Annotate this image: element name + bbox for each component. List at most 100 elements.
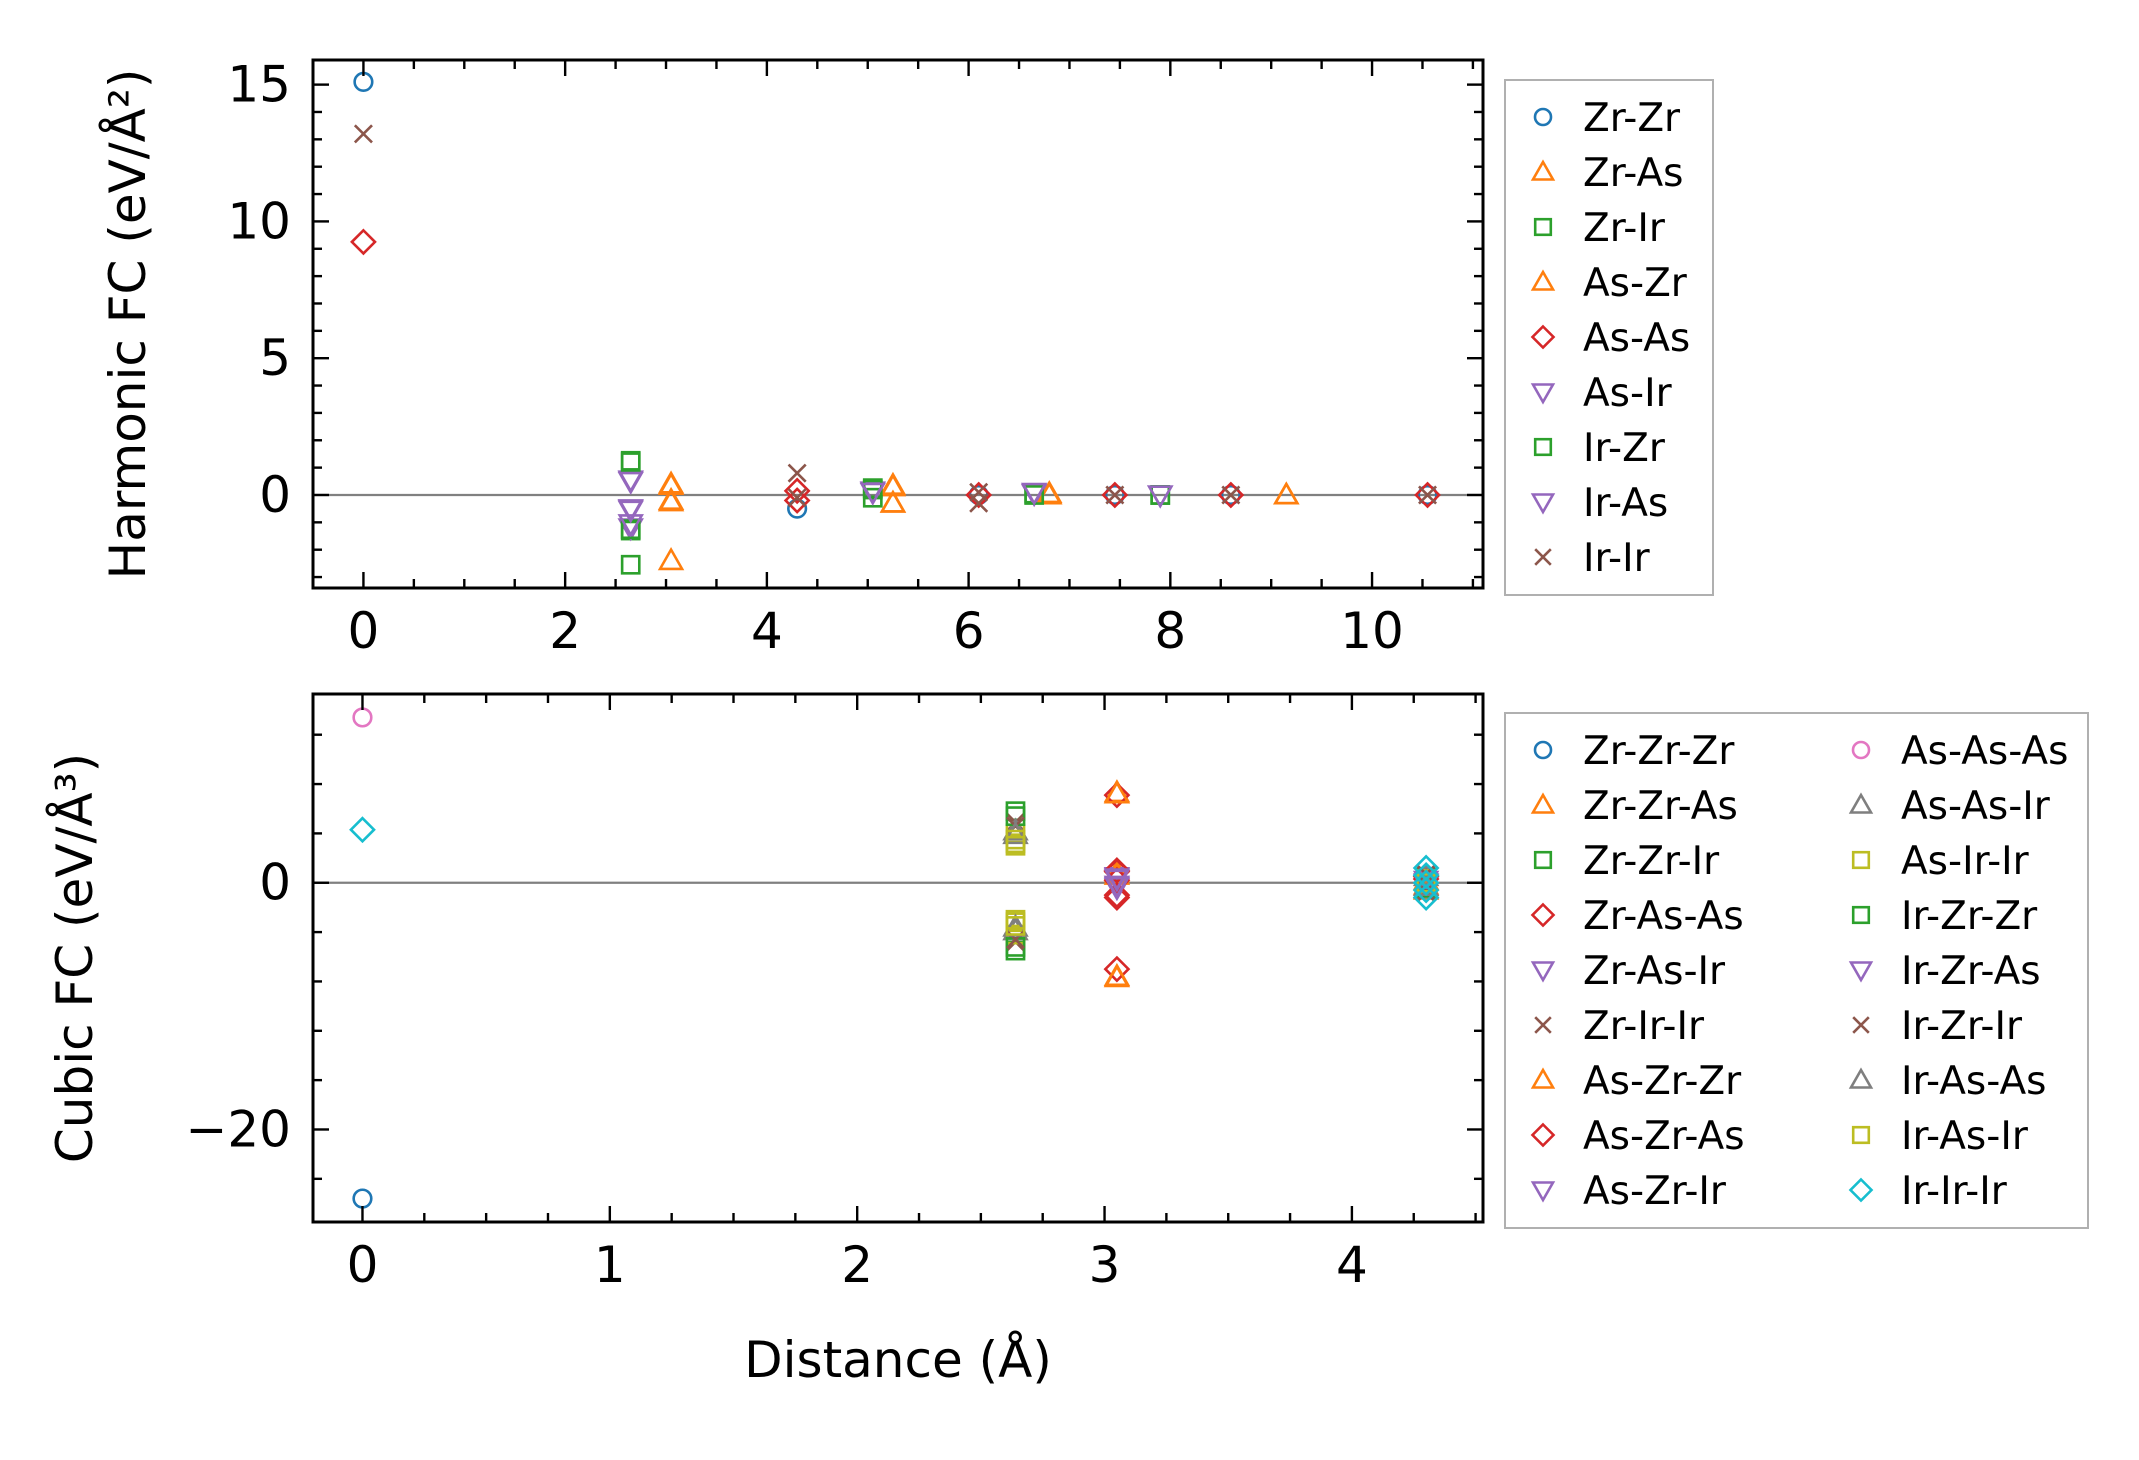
point-ir-ir-0: [353, 124, 373, 144]
legend-label-ir-zr: Ir-Zr: [1583, 426, 1666, 471]
point-zr-ir-2: [620, 554, 641, 575]
legend-label-as-as-ir: As-As-Ir: [1901, 784, 2051, 829]
legend-label-zr-ir: Zr-Ir: [1583, 206, 1666, 251]
point-ir-as-4: [1020, 482, 1048, 506]
y-tick-label: 15: [227, 56, 291, 114]
legend-marker-zr-as-ir: [1530, 961, 1556, 983]
legend-marker-as-zr: [1530, 269, 1556, 291]
point-zr-zr-5: [1417, 484, 1438, 506]
legend-marker-ir-as-ir: [1851, 1125, 1871, 1145]
legend-marker-zr-ir-ir: [1534, 1016, 1552, 1034]
legend-label-as-zr-zr: As-Zr-Zr: [1583, 1059, 1742, 1104]
x-axis-label: Distance (Å): [744, 1331, 1052, 1389]
legend-label-zr-as-as: Zr-As-As: [1583, 894, 1744, 939]
point-as-zr-zr-0: [1103, 780, 1131, 804]
point-ir-as-0: [617, 471, 644, 495]
point-ir-zr-as-0: [1103, 869, 1131, 893]
point-as-as-as-0: [352, 707, 373, 728]
legend-marker-ir-ir-ir: [1848, 1177, 1874, 1203]
legend-marker-ir-zr: [1533, 437, 1553, 457]
legend-label-as-as-as: As-As-As: [1901, 729, 2068, 774]
y-tick-label: 10: [227, 192, 291, 250]
x-tick-label: 2: [549, 602, 581, 660]
point-ir-ir-ir-4: [1412, 876, 1440, 904]
y-tick-label: 0: [259, 466, 291, 524]
legend-marker-as-zr-zr: [1530, 1067, 1556, 1089]
x-tick-label: 4: [751, 602, 783, 660]
point-zr-zr-4: [1220, 484, 1241, 506]
point-as-as-6: [1414, 481, 1441, 509]
legend-marker-ir-ir: [1534, 548, 1552, 566]
legend-label-ir-ir-ir: Ir-Ir-Ir: [1901, 1169, 2008, 1214]
point-as-zr-as-1: [1103, 881, 1131, 909]
legend-marker-zr-as: [1530, 159, 1556, 181]
ticks: [313, 694, 1483, 1222]
point-ir-as-ir-2: [1005, 835, 1026, 856]
point-ir-as-1: [617, 500, 644, 524]
legend-marker-as-as-ir: [1848, 792, 1874, 814]
ticks: [311, 60, 1483, 588]
legend-label-zr-zr-ir: Zr-Zr-Ir: [1583, 839, 1720, 884]
point-ir-ir-ir-5: [1412, 884, 1440, 911]
legend-label-zr-as-ir: Zr-As-Ir: [1583, 949, 1726, 994]
x-tick-label: 6: [953, 602, 985, 660]
legend-label-as-as: As-As: [1583, 316, 1690, 361]
legend-marker-zr-as-as: [1530, 902, 1556, 928]
legend-marker-zr-zr-ir: [1533, 850, 1553, 870]
point-as-as-2: [783, 487, 811, 514]
legend-label-zr-ir-ir: Zr-Ir-Ir: [1583, 1004, 1705, 1049]
point-ir-ir-1: [787, 463, 807, 483]
legend-label-ir-as: Ir-As: [1583, 481, 1668, 526]
y-axis-label: Harmonic FC (eV/Å²): [99, 69, 157, 580]
x-tick-label: 0: [348, 602, 380, 660]
point-ir-as-5: [1147, 485, 1174, 509]
point-as-zr-zr-1: [1103, 962, 1131, 987]
legend-marker-ir-as: [1530, 493, 1556, 515]
legend-label-as-zr-ir: As-Zr-Ir: [1583, 1169, 1727, 1214]
point-ir-as-3: [859, 482, 887, 506]
legend-label-as-zr-as: As-Zr-As: [1583, 1114, 1745, 1159]
legend-marker-as-zr-as: [1530, 1122, 1556, 1148]
point-zr-as-as-0: [1103, 781, 1131, 809]
legend-label-zr-zr-zr: Zr-Zr-Zr: [1583, 729, 1735, 774]
point-zr-zr-1: [787, 498, 808, 519]
point-as-zr-1: [657, 488, 685, 512]
point-as-zr-0: [657, 471, 685, 495]
point-as-as-0: [350, 228, 377, 256]
point-as-as-ir-0: [1002, 817, 1029, 841]
legend-marker-ir-zr-ir: [1852, 1016, 1870, 1034]
point-zr-zr-zr-0: [352, 1188, 373, 1209]
legend-label-ir-as-ir: Ir-As-Ir: [1901, 1114, 2029, 1159]
x-tick-label: 8: [1154, 602, 1186, 660]
x-tick-label: 4: [1336, 1236, 1368, 1294]
y-tick-label: 0: [259, 854, 291, 912]
legend-label-zr-as: Zr-As: [1583, 151, 1683, 196]
plot-frame: [311, 58, 1485, 590]
legend-label-as-zr: As-Zr: [1583, 261, 1688, 306]
legend-label-as-ir: As-Ir: [1583, 371, 1673, 416]
point-as-as-5: [1217, 481, 1245, 509]
x-tick-label: 2: [841, 1236, 873, 1294]
point-ir-ir-ir-3: [1412, 869, 1440, 897]
legend-label-zr-zr-as: Zr-Zr-As: [1583, 784, 1738, 829]
legend-label-ir-ir: Ir-Ir: [1583, 536, 1651, 581]
point-ir-as-as-0: [1002, 821, 1029, 845]
x-tick-label: 10: [1340, 602, 1404, 660]
point-as-as-3: [965, 481, 993, 509]
point-ir-ir-2: [787, 488, 807, 508]
point-ir-ir-ir-0: [349, 816, 376, 844]
point-ir-zr-0: [620, 452, 641, 473]
point-zr-as-2: [657, 547, 685, 571]
legend-marker-as-as: [1530, 324, 1556, 350]
x-tick-label: 3: [1089, 1236, 1121, 1294]
legend-label-ir-zr-ir: Ir-Zr-Ir: [1901, 1004, 2023, 1049]
legend-marker-zr-ir: [1533, 217, 1553, 237]
x-tick-label: 1: [594, 1236, 626, 1294]
plot-frame: [311, 692, 1485, 1224]
point-ir-as-2: [617, 514, 644, 538]
point-as-zr-3: [879, 489, 907, 513]
legend-frame: [1504, 712, 2089, 1229]
data-points: [349, 707, 1440, 1209]
